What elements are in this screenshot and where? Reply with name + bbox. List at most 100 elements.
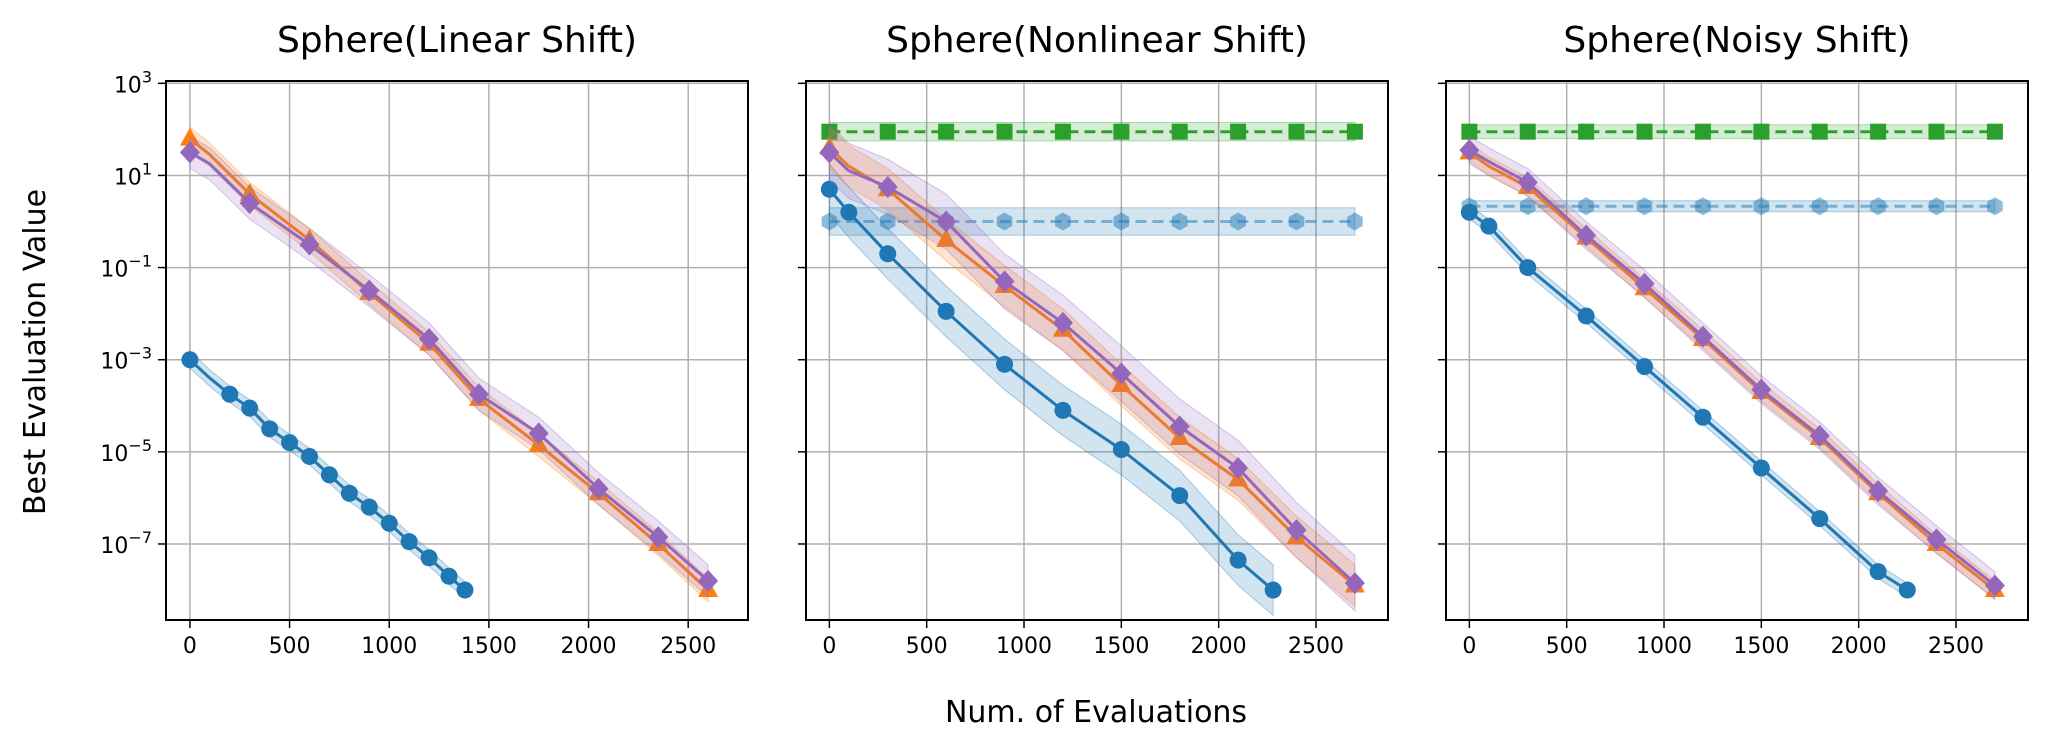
data-point: [1519, 123, 1536, 140]
data-point: [1171, 487, 1189, 505]
data-point: [1692, 325, 1713, 348]
x-tick-label: 500: [1546, 634, 1588, 659]
data-point: [880, 212, 896, 231]
data-point: [528, 422, 549, 445]
x-tick-label: 2000: [1191, 634, 1247, 659]
data-point: [1169, 415, 1190, 438]
data-point: [1870, 197, 1886, 216]
y-tick-label: 10−1: [100, 252, 152, 283]
y-tick-label: 103: [114, 67, 152, 98]
x-tick-label: 1500: [461, 634, 517, 659]
data-point: [879, 245, 897, 263]
data-point: [320, 466, 338, 484]
panel-title: Sphere(Nonlinear Shift): [886, 20, 1308, 61]
data-point: [994, 270, 1015, 293]
data-point: [821, 212, 838, 231]
data-point: [996, 355, 1014, 373]
data-point: [1987, 197, 2003, 216]
plot-frame: [165, 80, 749, 621]
data-point: [1809, 424, 1830, 447]
data-point: [1054, 401, 1072, 419]
x-tick-label: 1000: [996, 634, 1052, 659]
data-point: [936, 210, 957, 233]
data-point: [820, 180, 838, 198]
x-tick-label: 0: [822, 634, 836, 659]
y-tick-label: 101: [114, 159, 152, 190]
data-point: [1480, 217, 1498, 235]
y-tick-label: 10−3: [100, 344, 152, 375]
data-point: [1346, 123, 1363, 140]
data-point: [1347, 212, 1363, 231]
data-point: [241, 399, 259, 417]
x-tick-label: 2500: [1928, 634, 1984, 659]
data-point: [819, 141, 840, 164]
data-point: [1577, 307, 1595, 325]
data-point: [1752, 459, 1770, 477]
data-point: [1811, 510, 1829, 528]
data-point: [1986, 123, 2003, 140]
data-point: [1519, 259, 1537, 277]
data-point: [1694, 123, 1711, 140]
y-tick-label: 10−7: [100, 528, 152, 559]
data-point: [419, 327, 440, 350]
data-point: [1926, 528, 1947, 551]
y-axis-label: Best Evaluation Value: [18, 189, 53, 515]
x-tick-label: 1500: [1093, 634, 1149, 659]
data-point: [1111, 362, 1132, 385]
data-point: [179, 127, 200, 146]
series-line: [1468, 211, 1909, 592]
data-point: [1636, 123, 1653, 140]
data-point: [1461, 123, 1478, 140]
data-point: [440, 567, 458, 585]
x-tick-label: 2000: [561, 634, 617, 659]
data-point: [1171, 212, 1188, 231]
data-point: [301, 447, 319, 465]
data-point: [698, 569, 719, 592]
data-point: [239, 192, 260, 215]
data-point: [1459, 139, 1480, 162]
data-point: [299, 233, 320, 256]
data-point: [468, 383, 489, 406]
x-tick-label: 2000: [1831, 634, 1887, 659]
panel-title: Sphere(Linear Shift): [277, 20, 637, 61]
data-point: [340, 484, 358, 502]
data-point: [1517, 171, 1538, 194]
series-band: [189, 135, 709, 599]
data-point: [1898, 581, 1916, 599]
data-point: [1869, 563, 1887, 581]
data-point: [588, 477, 609, 500]
data-point: [1578, 197, 1594, 216]
series-line: [828, 188, 1275, 592]
x-tick-label: 0: [1462, 634, 1476, 659]
panel-2: Sphere(Nonlinear Shift) 0 500 1000 1500 2000 2…: [798, 20, 1389, 659]
x-axis-label: Num. of Evaluations: [945, 695, 1247, 730]
data-point: [1520, 197, 1536, 216]
data-point: [420, 549, 438, 567]
data-point: [1576, 224, 1597, 247]
data-point: [996, 212, 1013, 231]
data-point: [179, 141, 200, 164]
x-tick-label: 500: [906, 634, 948, 659]
data-point: [1230, 123, 1247, 140]
data-point: [1286, 519, 1307, 542]
data-point: [1288, 212, 1305, 231]
data-point: [1870, 123, 1887, 140]
data-point: [1636, 358, 1654, 376]
data-point: [281, 434, 299, 452]
data-point: [1928, 123, 1945, 140]
x-tick-label: 1000: [361, 634, 417, 659]
data-point: [1634, 272, 1655, 295]
data-point: [360, 498, 378, 516]
plot-frame: [1445, 80, 2029, 621]
data-point: [1578, 123, 1595, 140]
series-band: [828, 125, 1356, 608]
data-point: [359, 279, 380, 302]
x-tick-label: 500: [269, 634, 311, 659]
x-tick-label: 0: [183, 634, 197, 659]
data-point: [1288, 123, 1305, 140]
data-point: [1230, 212, 1246, 231]
data-point: [821, 123, 838, 140]
data-point: [1751, 378, 1772, 401]
plot-frame: [805, 80, 1389, 621]
data-point: [1753, 123, 1770, 140]
